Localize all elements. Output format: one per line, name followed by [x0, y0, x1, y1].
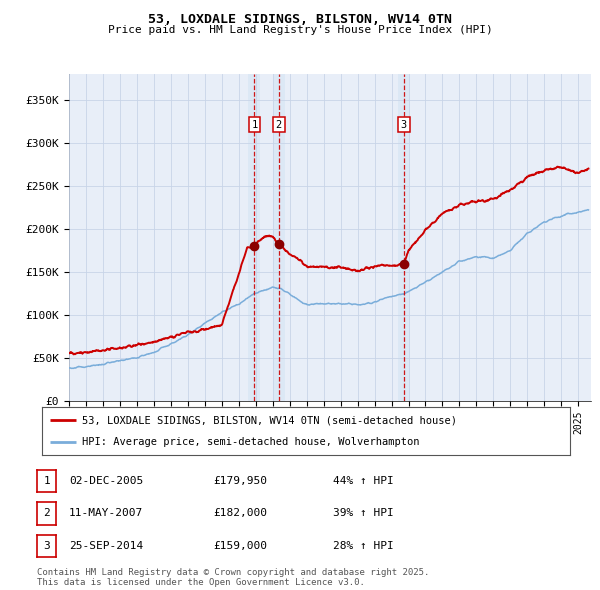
Text: 39% ↑ HPI: 39% ↑ HPI: [333, 509, 394, 518]
Text: HPI: Average price, semi-detached house, Wolverhampton: HPI: Average price, semi-detached house,…: [82, 437, 419, 447]
Text: 28% ↑ HPI: 28% ↑ HPI: [333, 541, 394, 550]
Text: 2: 2: [43, 509, 50, 518]
Text: £182,000: £182,000: [213, 509, 267, 518]
Text: 44% ↑ HPI: 44% ↑ HPI: [333, 476, 394, 486]
Text: £179,950: £179,950: [213, 476, 267, 486]
Text: Price paid vs. HM Land Registry's House Price Index (HPI): Price paid vs. HM Land Registry's House …: [107, 25, 493, 35]
Text: 2: 2: [275, 120, 282, 129]
Bar: [273, 74, 285, 401]
Text: Contains HM Land Registry data © Crown copyright and database right 2025.
This d: Contains HM Land Registry data © Crown c…: [37, 568, 430, 587]
Text: 3: 3: [401, 120, 407, 129]
Text: 53, LOXDALE SIDINGS, BILSTON, WV14 0TN: 53, LOXDALE SIDINGS, BILSTON, WV14 0TN: [148, 13, 452, 26]
Text: 53, LOXDALE SIDINGS, BILSTON, WV14 0TN (semi-detached house): 53, LOXDALE SIDINGS, BILSTON, WV14 0TN (…: [82, 415, 457, 425]
Text: 1: 1: [251, 120, 257, 129]
Bar: [248, 74, 260, 401]
Text: 25-SEP-2014: 25-SEP-2014: [69, 541, 143, 550]
Text: 3: 3: [43, 541, 50, 550]
Text: £159,000: £159,000: [213, 541, 267, 550]
Text: 1: 1: [43, 476, 50, 486]
Bar: [398, 74, 410, 401]
Text: 02-DEC-2005: 02-DEC-2005: [69, 476, 143, 486]
Text: 11-MAY-2007: 11-MAY-2007: [69, 509, 143, 518]
